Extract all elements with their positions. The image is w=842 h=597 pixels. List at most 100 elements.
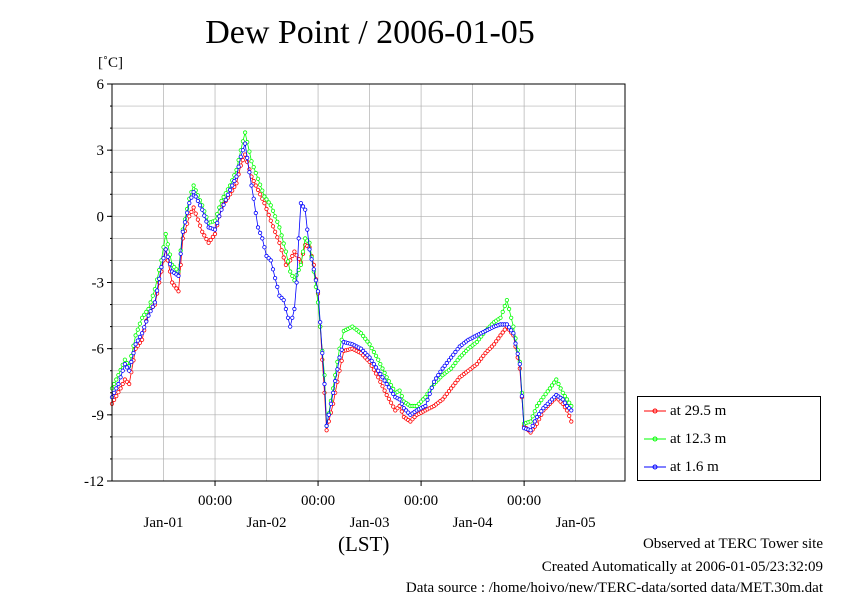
data-point: [255, 187, 261, 192]
data-point: [376, 368, 381, 373]
data-point: [378, 379, 383, 384]
series-at-1-6-m: [109, 141, 574, 433]
y-tick-label: -6: [92, 342, 105, 358]
data-point: [300, 204, 306, 209]
data-point: [479, 356, 484, 361]
data-point: [504, 297, 509, 303]
data-point: [189, 195, 194, 200]
data-point: [378, 361, 383, 367]
data-point: [193, 211, 198, 216]
data-point: [380, 384, 385, 389]
data-point: [180, 229, 185, 234]
x-axis: 00:00 00:00 00:00 00:00 Jan-01 Jan-02 Jan-03 Ja…: [144, 481, 596, 531]
data-point: [498, 315, 503, 320]
data-point: [562, 400, 568, 405]
data-point: [283, 249, 288, 254]
data-point: [474, 361, 479, 367]
data-point: [146, 313, 151, 318]
data-point: [193, 194, 198, 199]
data-point: [272, 214, 278, 219]
data-point: [251, 196, 256, 201]
data-point: [191, 190, 196, 195]
data-point: [453, 380, 458, 385]
data-point: [159, 264, 164, 270]
data-point: [567, 413, 572, 418]
data-point: [204, 219, 209, 224]
data-point: [161, 256, 166, 261]
data-point: [197, 203, 203, 208]
data-point: [324, 428, 329, 433]
data-point: [112, 390, 117, 395]
data-point: [249, 183, 254, 188]
x-tick-label-time: 00:00: [404, 493, 438, 509]
data-point: [223, 197, 228, 202]
data-point: [369, 358, 374, 363]
data-point: [219, 198, 224, 203]
data-point: [397, 397, 402, 402]
data-point: [339, 347, 344, 352]
data-point: [442, 363, 447, 368]
data-point: [446, 388, 452, 394]
data-point: [178, 251, 183, 256]
data-point: [124, 365, 130, 370]
legend-item-12-3m: at 12.3 m: [644, 429, 726, 449]
data-point: [382, 388, 387, 393]
data-point: [391, 404, 396, 409]
data-point: [358, 331, 364, 336]
data-point: [558, 386, 563, 391]
data-point: [453, 349, 458, 355]
y-axis-label: [˚C]: [98, 55, 123, 71]
x-tick-label-date: Jan-04: [453, 515, 493, 531]
x-tick-label-time: 00:00: [198, 493, 232, 509]
data-point: [234, 174, 239, 179]
data-point: [384, 381, 389, 387]
data-point: [313, 278, 318, 283]
data-point: [140, 331, 145, 336]
data-point: [384, 375, 389, 380]
data-point: [182, 220, 188, 225]
data-point: [494, 339, 499, 344]
data-point: [545, 389, 550, 394]
data-point: [266, 200, 271, 205]
data-point: [453, 360, 458, 366]
data-point: [247, 149, 252, 154]
data-point: [455, 347, 460, 352]
data-point: [451, 352, 456, 357]
data-point: [320, 350, 325, 356]
data-point: [294, 253, 299, 258]
data-point: [528, 419, 533, 424]
chart-title: Dew Point / 2006-01-05: [205, 14, 535, 51]
data-point: [253, 183, 258, 188]
data-point: [481, 353, 486, 358]
data-point: [212, 231, 218, 237]
data-point: [386, 396, 391, 401]
data-point: [569, 408, 574, 413]
data-point: [562, 393, 568, 399]
data-point: [532, 419, 537, 424]
data-point: [257, 230, 263, 235]
data-point: [285, 259, 291, 264]
data-point: [285, 315, 291, 320]
y-tick-label: 6: [97, 77, 105, 93]
x-axis-label: (LST): [338, 532, 390, 556]
data-point: [114, 386, 119, 391]
data-point: [292, 249, 297, 254]
data-point: [498, 333, 503, 338]
data-point: [496, 336, 501, 341]
footer-created: Created Automatically at 2006-01-05/23:3…: [541, 559, 823, 575]
data-point: [431, 379, 437, 384]
data-point: [451, 363, 456, 368]
data-point: [365, 339, 370, 344]
data-point: [137, 321, 142, 326]
data-point: [324, 423, 329, 428]
data-point: [157, 276, 162, 281]
y-tick-label: 3: [97, 143, 105, 159]
data-point: [165, 242, 170, 247]
data-point: [440, 397, 445, 402]
data-point: [131, 350, 136, 356]
data-point: [303, 207, 308, 212]
data-point: [249, 159, 254, 164]
data-point: [204, 237, 209, 242]
data-point: [397, 388, 402, 393]
data-point: [215, 220, 220, 225]
